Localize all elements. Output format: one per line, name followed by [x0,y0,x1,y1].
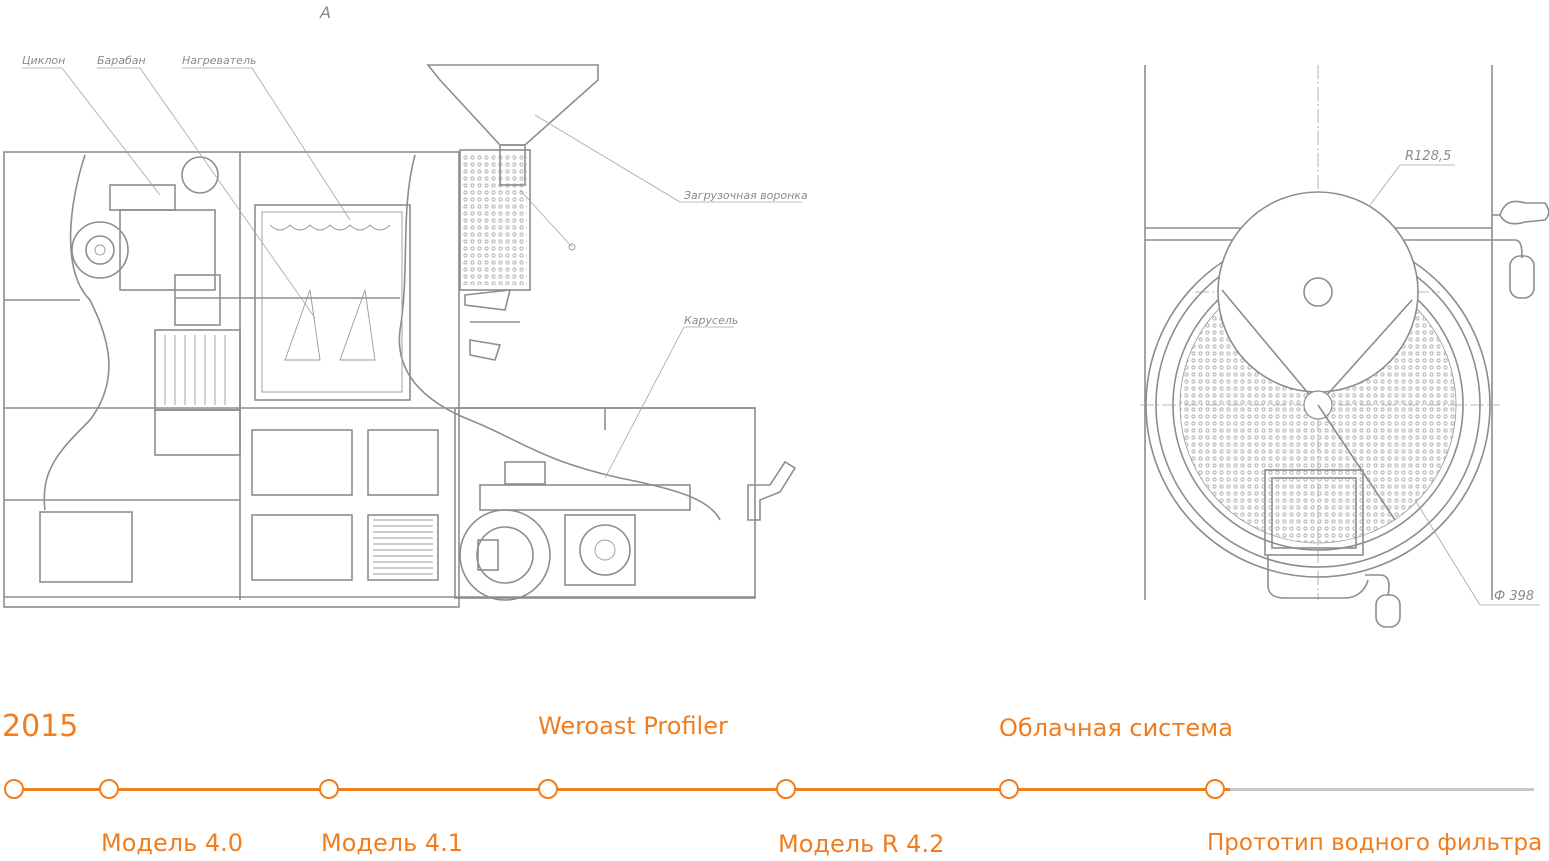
timeline-node-water-filter[interactable] [1205,779,1225,799]
radius-dimension: R128,5 [1405,149,1451,164]
timeline-label-model-4-1[interactable]: Модель 4.1 [321,829,464,857]
timeline-label-water-filter[interactable]: Прототип водного фильтра [1207,830,1543,856]
heater-label: Нагреватель [182,54,256,67]
diameter-dimension: Ф 398 [1494,589,1534,604]
timeline-track-progress [14,788,1230,791]
timeline-label-model-r-4-2[interactable]: Модель R 4.2 [778,830,945,858]
side-view [3,64,802,608]
timeline-node-cloud-system[interactable] [999,779,1019,799]
front-view [1140,65,1549,628]
timeline: 2015 Weroast Profiler Облачная система М… [0,690,1549,861]
timeline-node-model-4-0[interactable] [99,779,119,799]
timeline-label-model-4-0[interactable]: Модель 4.0 [101,829,244,857]
timeline-label-weroast-profiler[interactable]: Weroast Profiler [538,712,728,740]
drum-label: Барабан [97,54,146,67]
section-mark: A [319,3,331,22]
carousel-label: Карусель [684,314,738,327]
timeline-node-model-r-4-2[interactable] [776,779,796,799]
timeline-node-weroast-profiler[interactable] [538,779,558,799]
timeline-node-model-4-1[interactable] [319,779,339,799]
hopper-label: Загрузочная воронка [684,189,808,202]
timeline-node-2015[interactable] [4,779,24,799]
roaster-drawing: A [3,3,1549,628]
timeline-start-year: 2015 [2,709,79,744]
cyclone-label: Циклон [22,54,65,67]
timeline-label-cloud-system[interactable]: Облачная система [999,714,1233,742]
